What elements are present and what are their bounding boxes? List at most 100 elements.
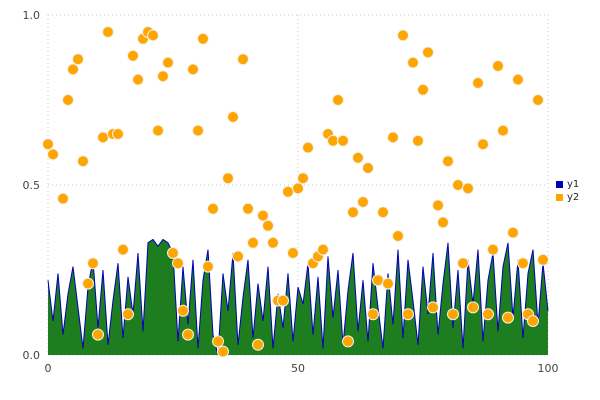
y2-point	[512, 73, 524, 86]
y2-point	[247, 236, 259, 249]
y2-point	[242, 202, 254, 215]
y2-point	[472, 77, 484, 89]
y2-point	[457, 257, 469, 270]
y2-point	[392, 230, 404, 242]
y2-point	[47, 148, 59, 161]
y-tick-label: 0.5	[23, 179, 41, 192]
y2-point	[157, 70, 169, 83]
legend-label-y1: y1	[567, 179, 580, 190]
y2-point	[237, 53, 249, 66]
y2-point	[172, 257, 184, 270]
y2-point	[147, 29, 159, 42]
y2-point	[42, 138, 54, 151]
y2-point	[342, 335, 354, 348]
y2-point	[377, 206, 389, 219]
y1-swatch-icon	[556, 181, 563, 188]
y2-point	[122, 308, 134, 321]
y2-point	[257, 209, 269, 222]
y2-point	[112, 128, 124, 140]
y2-point	[417, 83, 429, 96]
y2-point	[117, 243, 129, 256]
x-tick-label: 0	[45, 362, 52, 375]
y2-point	[67, 63, 79, 76]
y2-point	[127, 49, 139, 62]
legend-item-y2: y2	[556, 192, 579, 203]
y2-point	[447, 308, 459, 321]
y2-point	[462, 182, 474, 195]
y2-point	[467, 301, 479, 314]
y2-point	[262, 219, 274, 232]
y2-point	[297, 172, 309, 185]
y2-point	[437, 216, 449, 229]
y1-line	[47, 238, 549, 356]
y2-point	[87, 257, 99, 270]
y2-point	[422, 46, 434, 59]
y2-point	[382, 277, 394, 290]
y2-point	[397, 29, 409, 42]
y-tick-label: 1.0	[23, 9, 41, 22]
x-tick-label: 100	[538, 362, 559, 375]
y2-point	[232, 250, 244, 263]
legend-item-y1: y1	[556, 179, 579, 190]
y2-point	[162, 56, 174, 69]
y2-point	[527, 315, 539, 327]
y2-point	[152, 124, 164, 137]
y2-point	[57, 192, 69, 205]
y2-point	[72, 53, 84, 66]
y2-point	[487, 243, 499, 256]
y2-point	[517, 257, 529, 270]
x-tick-label: 50	[291, 362, 305, 375]
y2-point	[302, 141, 314, 154]
y2-point	[482, 308, 494, 321]
y2-point	[177, 304, 189, 317]
y2-point	[412, 134, 424, 147]
y2-point	[227, 111, 239, 123]
y2-point	[347, 206, 359, 219]
y2-point	[202, 260, 214, 273]
y2-point	[252, 338, 264, 351]
y2-point	[192, 124, 204, 137]
legend: y1 y2	[556, 179, 579, 203]
y2-point	[387, 131, 399, 144]
y2-point	[287, 247, 299, 259]
y-tick-label: 0.0	[23, 349, 41, 362]
y2-point	[332, 94, 344, 106]
y2-point	[357, 196, 369, 208]
y2-point	[82, 277, 94, 290]
y2-points	[42, 26, 549, 358]
y2-point	[352, 151, 364, 164]
y2-point	[97, 131, 109, 144]
legend-label-y2: y2	[567, 192, 580, 203]
y2-point	[282, 185, 294, 198]
y2-point	[207, 202, 219, 215]
y2-point	[92, 328, 104, 341]
y2-point	[212, 335, 224, 348]
y2-point	[407, 56, 419, 69]
y2-point	[222, 172, 234, 185]
y2-point	[337, 134, 349, 147]
y2-point	[317, 243, 329, 256]
y2-point	[442, 155, 454, 168]
y2-point	[327, 134, 339, 147]
y2-point	[537, 253, 549, 266]
y2-point	[102, 26, 114, 38]
y2-point	[167, 247, 179, 259]
y2-point	[182, 328, 194, 341]
y2-point	[502, 311, 514, 324]
y2-point	[507, 226, 519, 239]
y2-point	[362, 162, 374, 174]
y2-swatch-icon	[556, 194, 563, 201]
y2-point	[532, 94, 544, 106]
y2-point	[197, 32, 209, 45]
y2-point	[427, 301, 439, 314]
y2-point	[402, 308, 414, 321]
y2-point	[372, 274, 384, 287]
y2-point	[187, 63, 199, 76]
y2-point	[477, 138, 489, 151]
y2-point	[62, 94, 74, 106]
y2-point	[267, 236, 279, 249]
y2-point	[452, 179, 464, 191]
y2-point	[217, 345, 229, 358]
